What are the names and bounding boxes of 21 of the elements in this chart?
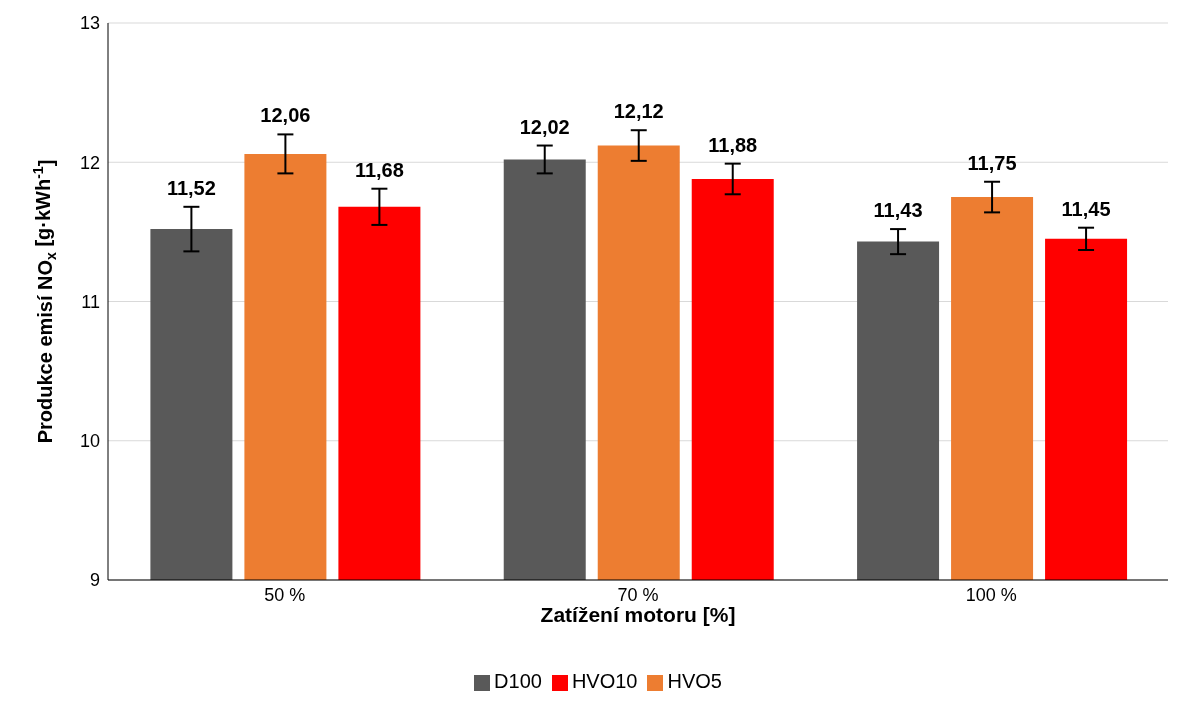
x-axis-title: Zatížení motoru [%] — [540, 603, 736, 626]
y-tick-label: 11 — [81, 291, 100, 312]
data-label: 11,88 — [708, 133, 758, 156]
legend-label: HVO10 — [571, 670, 638, 692]
y-tick-label: 9 — [89, 570, 100, 591]
data-label: 12,12 — [613, 100, 664, 123]
legend-label: HVO5 — [667, 670, 722, 692]
x-tick-label: 50 % — [264, 584, 306, 605]
data-label: 12,02 — [519, 115, 570, 138]
data-label: 12,06 — [260, 104, 311, 127]
y-tick-label: 12 — [79, 152, 100, 173]
y-tick-label: 10 — [79, 431, 100, 452]
data-label: 11,45 — [1061, 197, 1111, 220]
y-tick-label: 13 — [79, 13, 100, 34]
data-label: 11,43 — [873, 199, 923, 222]
data-label: 11,52 — [166, 176, 216, 199]
x-tick-label: 100 % — [965, 584, 1017, 605]
data-label: 11,68 — [354, 158, 404, 181]
data-label: 11,75 — [967, 151, 1017, 174]
x-tick-label: 70 % — [617, 584, 659, 605]
legend-label: D100 — [494, 670, 542, 692]
